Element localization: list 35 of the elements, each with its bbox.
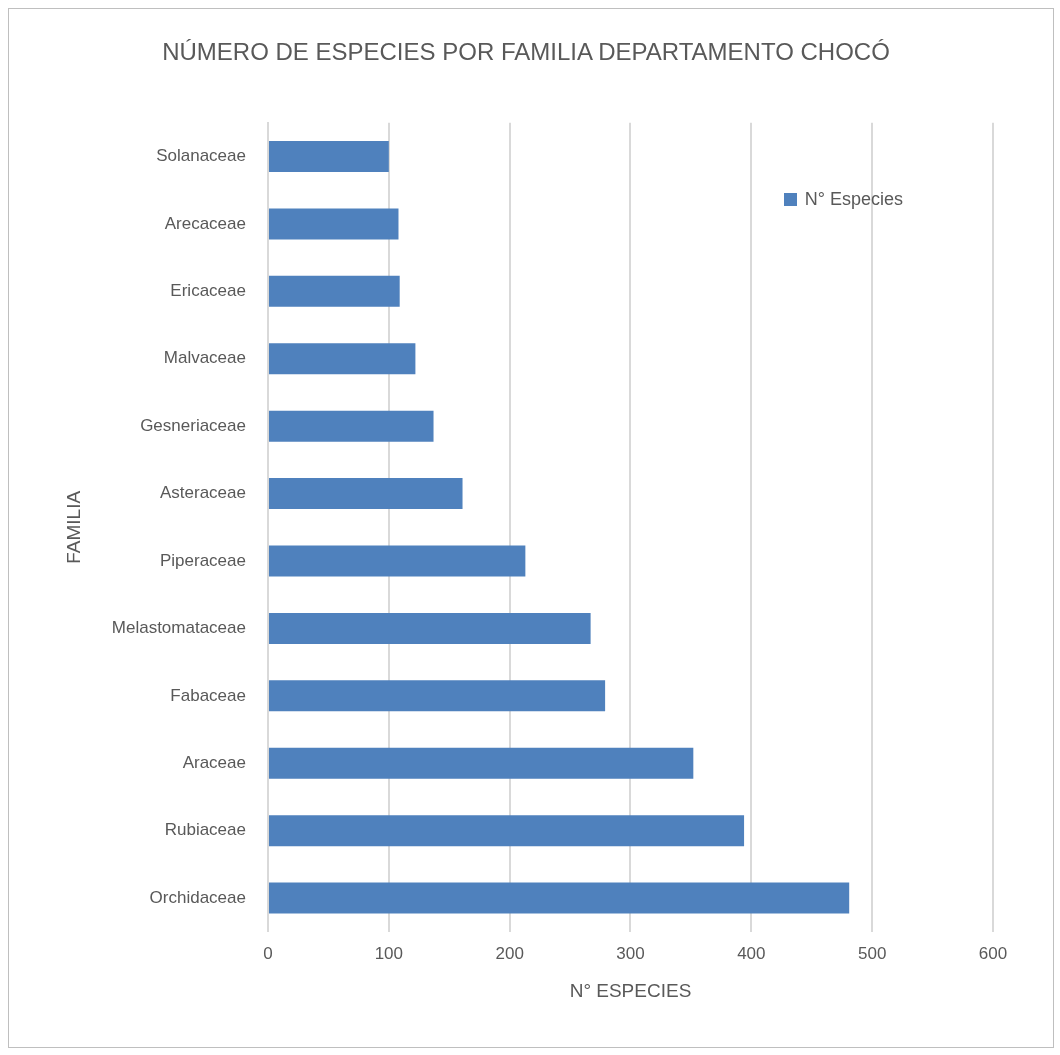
x-tick-label: 100 [374, 943, 404, 963]
bar [268, 882, 850, 914]
y-tick-label: Rubiaceae [164, 820, 246, 840]
x-tick-label: 400 [737, 943, 766, 963]
y-tick-label: Malvaceae [163, 348, 246, 368]
bar [268, 208, 399, 240]
bar [268, 478, 463, 510]
y-tick-label: Orchidaceae [149, 887, 246, 907]
y-tick-label: Solanaceae [156, 146, 246, 166]
bar [268, 545, 526, 577]
y-tick-label: Asteraceae [159, 483, 246, 503]
x-tick-label: 600 [978, 943, 1008, 963]
chart-title: NÚMERO DE ESPECIES POR FAMILIA DEPARTAMENTO CHOCÓ [162, 38, 890, 66]
y-axis-title: FAMILIA [62, 490, 84, 564]
x-tick-label: 200 [495, 943, 524, 963]
bar [268, 410, 434, 442]
x-tick-label: 300 [616, 943, 645, 963]
bar [268, 275, 400, 307]
x-tick-label: 0 [263, 943, 273, 963]
legend-label: N° Especies [804, 189, 903, 210]
y-tick-label: Piperaceae [159, 550, 246, 570]
y-tick-label: Ericaceae [170, 281, 246, 301]
y-tick-label: Melastomataceae [111, 618, 246, 638]
bar [268, 680, 606, 712]
y-tick-label: Gesneriaceae [140, 415, 246, 435]
bar [268, 343, 416, 375]
x-tick-label: 500 [857, 943, 887, 963]
bar [268, 141, 389, 173]
x-axis-title: N° ESPECIES [569, 979, 692, 1001]
bar [268, 747, 694, 779]
bar [268, 612, 591, 644]
bar [268, 815, 745, 847]
y-tick-label: Arecaceae [164, 213, 246, 233]
y-tick-label: Fabaceae [170, 685, 246, 705]
y-tick-label: Araceae [182, 752, 246, 772]
